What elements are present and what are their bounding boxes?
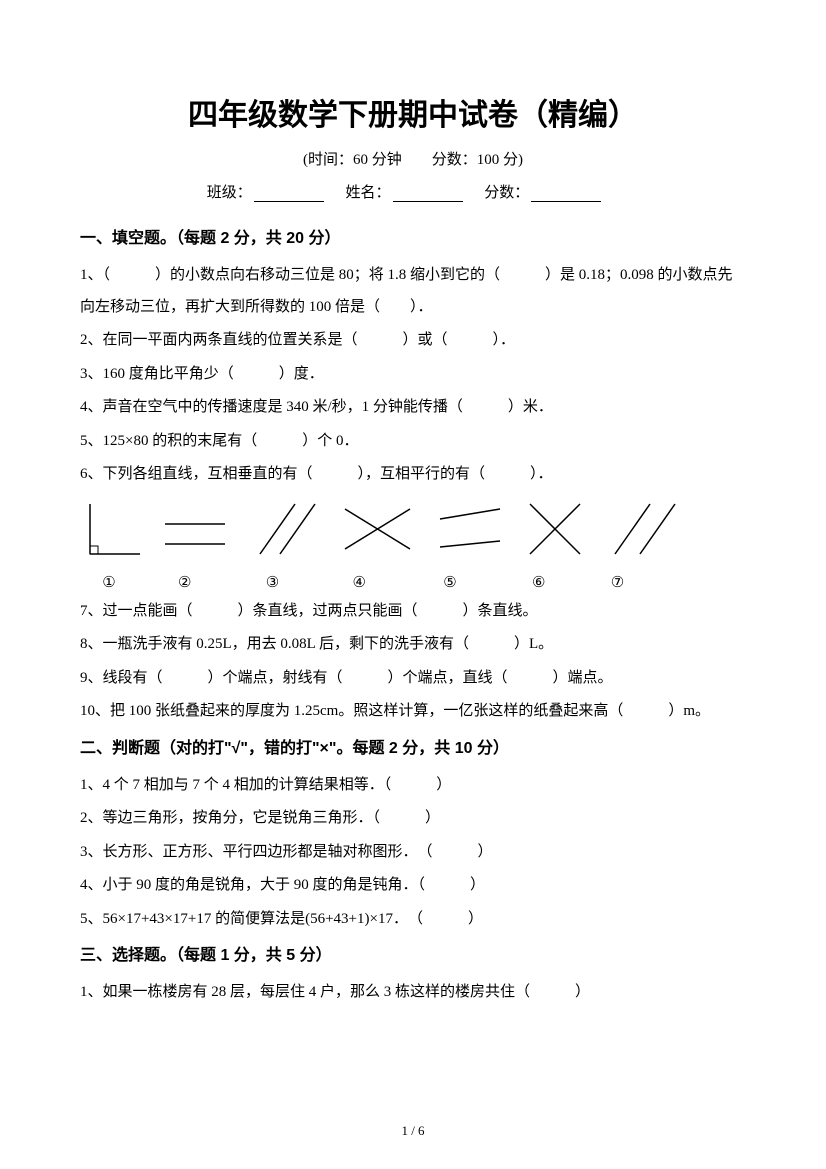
section-2-header: 二、判断题（对的打"√"，错的打"×"。每题 2 分，共 10 分） [80,734,746,758]
score-blank[interactable] [531,187,601,202]
s1-q8: 8、一瓶洗手液有 0.25L，用去 0.08L 后，剩下的洗手液有（ ）L。 [80,629,746,661]
s2-q4: 4、小于 90 度的角是锐角，大于 90 度的角是钝角．（ ） [80,870,746,902]
label-1: ① [80,573,138,592]
s1-q6: 6、下列各组直线，互相垂直的有（ ），互相平行的有（ ）． [80,459,746,491]
student-info-line: 班级： 姓名： 分数： [80,181,746,202]
class-label: 班级： [207,185,252,201]
class-blank[interactable] [254,187,324,202]
lines-diagram [80,499,746,569]
s1-q10: 10、把 100 张纸叠起来的厚度为 1.25cm。照这样计算，一亿张这样的纸叠… [80,696,746,728]
exam-title: 四年级数学下册期中试卷（精编） [80,90,746,134]
label-3: ③ [232,573,314,592]
label-6: ⑥ [499,573,579,592]
s1-q5: 5、125×80 的积的末尾有（ ）个 0． [80,426,746,458]
s2-q5: 5、56×17+43×17+17 的简便算法是(56+43+1)×17． （ ） [80,904,746,936]
s1-q9: 9、线段有（ ）个端点，射线有（ ）个端点，直线（ ）端点。 [80,663,746,695]
s1-q7: 7、过一点能画（ ）条直线，过两点只能画（ ）条直线。 [80,596,746,628]
label-7: ⑦ [583,573,653,592]
s1-q1: 1、（ ）的小数点向右移动三位是 80；将 1.8 缩小到它的（ ）是 0.18… [80,260,746,323]
section-1-header: 一、填空题。（每题 2 分，共 20 分） [80,224,746,248]
s2-q2: 2、等边三角形，按角分，它是锐角三角形．（ ） [80,803,746,835]
s1-q3: 3、160 度角比平角少（ ）度． [80,359,746,391]
s3-q1: 1、如果一栋楼房有 28 层，每层住 4 户，那么 3 栋这样的楼房共住（ ） [80,977,746,1009]
score-label: 分数： [484,185,529,201]
label-2: ② [142,573,228,592]
s1-q2: 2、在同一平面内两条直线的位置关系是（ ）或（ ）． [80,325,746,357]
diagram-labels: ① ② ③ ④ ⑤ ⑥ ⑦ [80,573,746,592]
s2-q3: 3、长方形、正方形、平行四边形都是轴对称图形． （ ） [80,837,746,869]
name-label: 姓名： [345,185,390,201]
name-blank[interactable] [393,187,463,202]
s2-q1: 1、4 个 7 相加与 7 个 4 相加的计算结果相等．（ ） [80,770,746,802]
page-number: 1 / 6 [0,1123,826,1139]
exam-subtitle: (时间：60 分钟 分数：100 分) [80,148,746,169]
section-3-header: 三、选择题。（每题 1 分，共 5 分） [80,941,746,965]
s1-q4: 4、声音在空气中的传播速度是 340 米/秒，1 分钟能传播（ ）米． [80,392,746,424]
label-4: ④ [317,573,401,592]
label-5: ⑤ [405,573,495,592]
